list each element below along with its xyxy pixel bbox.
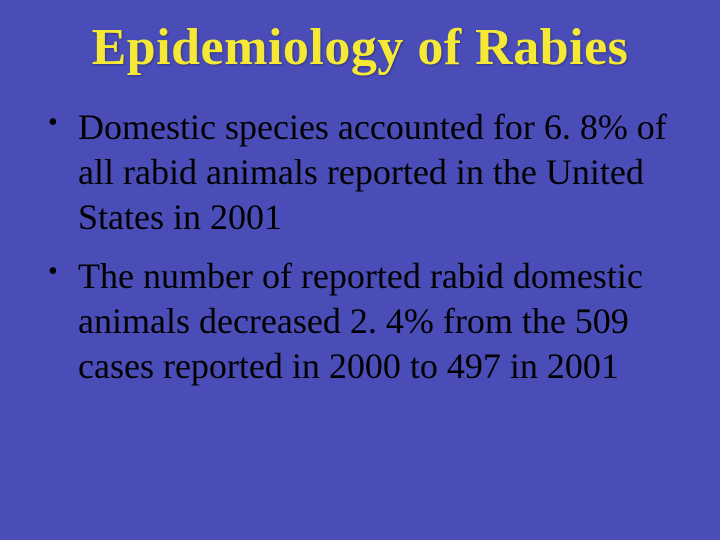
bullet-item: The number of reported rabid domestic an… — [48, 254, 690, 389]
bullet-item: Domestic species accounted for 6. 8% of … — [48, 105, 690, 240]
slide-title: Epidemiology of Rabies — [30, 18, 690, 77]
bullet-list: Domestic species accounted for 6. 8% of … — [30, 105, 690, 389]
